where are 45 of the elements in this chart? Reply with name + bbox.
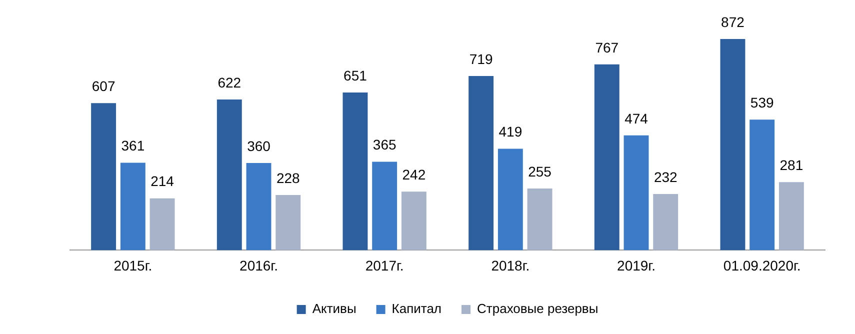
legend-label: Активы bbox=[312, 301, 356, 316]
data-label: 360 bbox=[247, 138, 271, 154]
bar bbox=[527, 188, 552, 250]
x-tick-label: 2018г. bbox=[491, 257, 530, 274]
bar bbox=[750, 120, 775, 250]
bar bbox=[91, 103, 116, 250]
bar bbox=[624, 135, 649, 250]
x-tick-label: 01.09.2020г. bbox=[723, 257, 801, 274]
data-label: 607 bbox=[92, 78, 116, 94]
bar bbox=[720, 39, 746, 250]
data-label: 419 bbox=[498, 124, 522, 140]
bar bbox=[276, 194, 301, 250]
bar bbox=[120, 162, 146, 250]
data-label: 214 bbox=[150, 173, 174, 190]
data-label: 651 bbox=[344, 67, 368, 84]
bar bbox=[468, 76, 494, 250]
data-label: 242 bbox=[402, 166, 426, 182]
legend-label: Страховые резервы bbox=[477, 301, 598, 316]
data-label: 232 bbox=[654, 168, 678, 185]
data-label: 719 bbox=[469, 50, 493, 67]
bar bbox=[498, 148, 523, 250]
legend-label: Капитал bbox=[392, 301, 442, 316]
bar bbox=[246, 163, 272, 250]
data-label: 365 bbox=[372, 136, 396, 153]
bar bbox=[150, 198, 175, 250]
bar bbox=[594, 64, 620, 250]
bar bbox=[372, 162, 398, 250]
data-label: 622 bbox=[218, 74, 242, 90]
data-label: 767 bbox=[595, 39, 619, 56]
bar bbox=[653, 194, 678, 250]
x-tick-label: 2016г. bbox=[240, 257, 278, 274]
x-tick-label: 2019г. bbox=[617, 257, 656, 274]
bar bbox=[342, 92, 368, 250]
bar bbox=[401, 192, 426, 250]
data-label: 281 bbox=[780, 157, 804, 173]
bar bbox=[216, 100, 242, 250]
data-label: 474 bbox=[624, 110, 648, 126]
data-label: 228 bbox=[276, 170, 300, 186]
x-tick-label: 2015г. bbox=[114, 257, 152, 274]
data-label: 539 bbox=[750, 94, 774, 111]
data-label: 361 bbox=[121, 138, 145, 154]
data-label: 255 bbox=[528, 163, 552, 180]
x-tick-label: 2017г. bbox=[365, 257, 404, 274]
bar bbox=[778, 182, 804, 250]
data-label: 872 bbox=[721, 14, 745, 30]
